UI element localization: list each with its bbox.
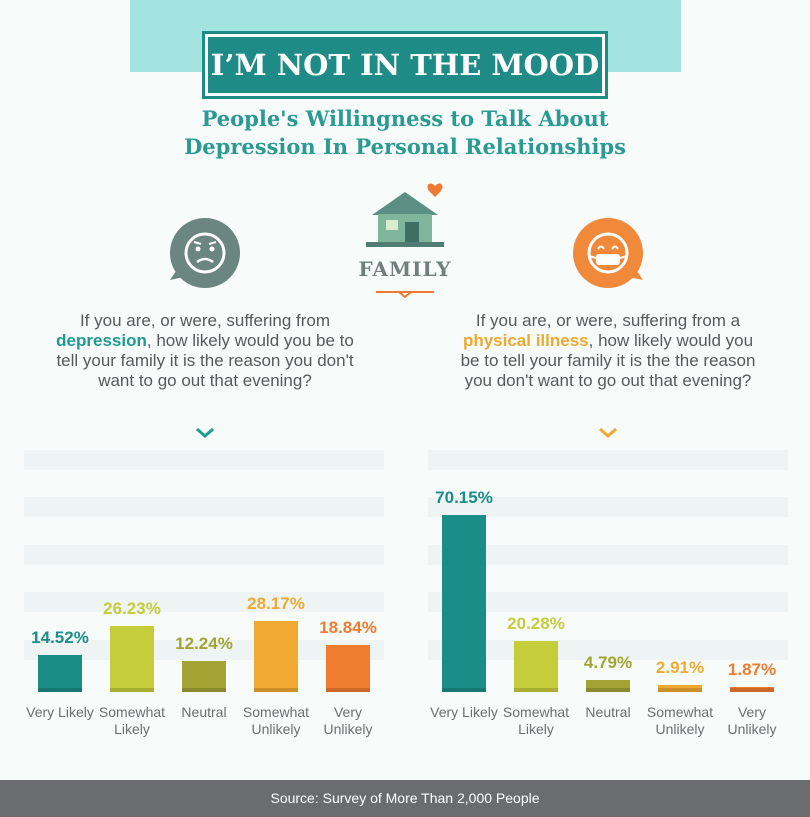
background-stripe [428,545,788,565]
value-label: 1.87% [727,660,777,680]
category-label: Somewhat Likely [98,704,166,737]
question-text: , how likely would you be to tell your f… [460,331,756,390]
category-label: Neutral [585,704,631,720]
bar [254,621,298,692]
background-stripe [428,497,788,517]
bar [514,640,558,692]
bar [38,655,82,692]
background-stripe [24,450,384,470]
question: If you are, or were, suffering from depr… [55,311,355,391]
value-label: 28.17% [247,594,305,613]
background-stripe [24,592,384,612]
value-label: 20.28% [507,613,565,633]
category-label: Very Unlikely [323,704,373,737]
title: I’M NOT IN THE MOOD [210,48,600,82]
background-stripe [24,497,384,517]
value-label: 14.52% [31,628,89,648]
ribbon [205,34,605,96]
bar [326,644,370,692]
question-highlight: physical illness [462,331,589,350]
bar [658,684,702,692]
source: Source: Survey of More Than 2,000 People [270,790,540,806]
value-label: 12.24% [175,634,233,654]
value-label: 4.79% [583,652,633,672]
category-label: Very Likely [430,704,498,720]
question: If you are, or were, suffering from a ph… [458,311,758,391]
value-label: 2.91% [655,657,705,677]
question-highlight: depression [56,331,147,350]
category-label: Very Likely [26,704,94,720]
question-text: If you are, or were, suffering from a [475,311,741,330]
category-label: Somewhat Unlikely [646,704,714,737]
background-stripe [428,592,788,612]
value-label: 18.84% [319,617,377,637]
bar [730,687,774,692]
value-label: 26.23% [103,598,161,618]
category-label: Very Unlikely [727,704,777,737]
category-label: Somewhat Likely [502,704,570,737]
category-label: Somewhat Unlikely [242,704,310,737]
question-text: If you are, or were, suffering from [79,311,331,330]
value-label: 70.15% [435,488,493,508]
background-stripe [24,545,384,565]
subtitle: Depression In Personal Relationships [184,134,626,159]
question-text: , how likely would you be to tell your f… [56,331,354,390]
bar [110,625,154,692]
footer [0,780,810,817]
subtitle: People's Willingness to Talk About [201,106,609,131]
background-stripe [428,450,788,470]
section-label: FAMILY [358,257,452,281]
bar [182,661,226,692]
bar [442,515,486,692]
category-label: Neutral [181,704,227,720]
bar [586,679,630,692]
